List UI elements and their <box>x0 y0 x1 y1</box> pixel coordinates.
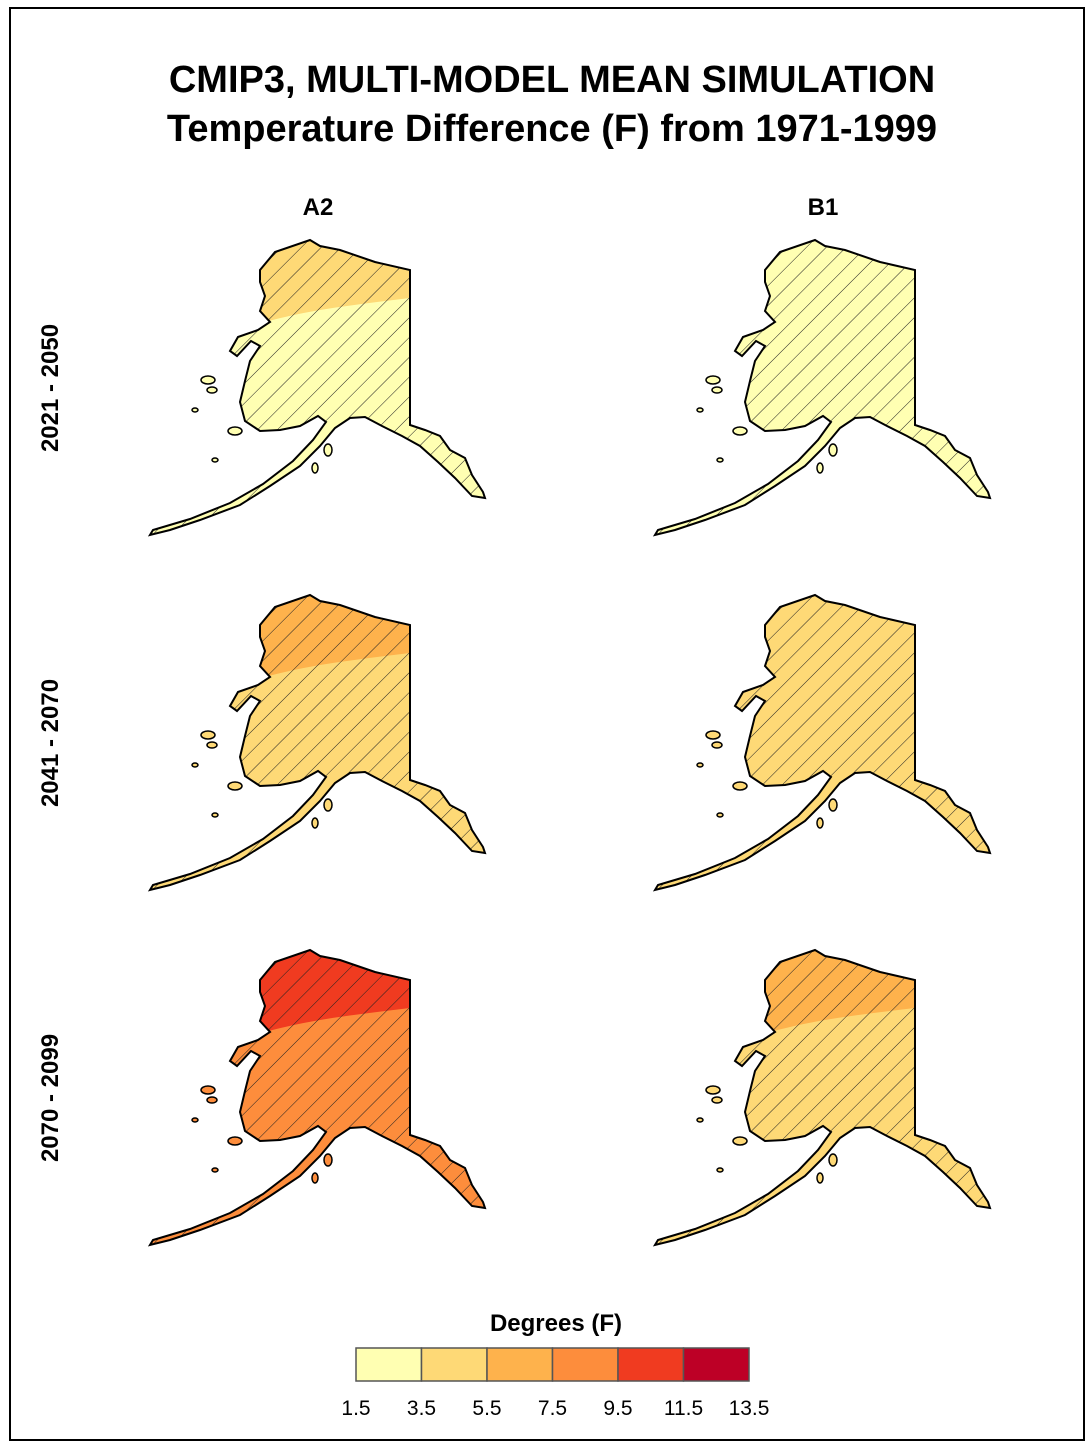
map-panel <box>147 593 487 892</box>
row-label: 2021 - 2050 <box>37 324 64 452</box>
island <box>816 1172 824 1184</box>
island <box>211 812 219 818</box>
island <box>732 1136 748 1146</box>
island <box>828 443 838 457</box>
map-fill <box>655 240 990 535</box>
title-line: Temperature Difference (F) from 1971-199… <box>167 108 937 150</box>
legend-title: Degrees (F) <box>490 1310 622 1337</box>
coastline <box>652 238 992 537</box>
island <box>732 781 748 791</box>
coastline <box>652 948 992 1247</box>
island <box>227 1136 243 1146</box>
hatch <box>655 240 990 535</box>
map-panel <box>652 238 992 537</box>
island <box>732 426 748 436</box>
map-panel <box>652 948 992 1247</box>
map-fill <box>150 240 485 535</box>
island <box>816 462 824 474</box>
island <box>200 1085 216 1095</box>
island <box>705 1085 721 1095</box>
island <box>191 407 199 413</box>
island <box>323 798 333 812</box>
island <box>696 762 704 768</box>
island <box>711 386 723 394</box>
legend-swatch <box>355 1347 423 1382</box>
map-fill <box>150 950 485 1245</box>
island <box>696 1117 704 1123</box>
island <box>206 741 218 749</box>
legend-tick-label: 9.5 <box>603 1397 632 1420</box>
legend-tick-label: 7.5 <box>538 1397 567 1420</box>
legend-swatch <box>682 1347 750 1382</box>
island <box>191 762 199 768</box>
island <box>816 817 824 829</box>
title-line: CMIP3, MULTI-MODEL MEAN SIMULATION <box>169 59 935 101</box>
island <box>211 457 219 463</box>
island <box>323 443 333 457</box>
map-panel <box>147 238 487 537</box>
map-fill <box>150 595 485 890</box>
island <box>311 817 319 829</box>
island <box>716 457 724 463</box>
map-panel <box>147 948 487 1247</box>
island <box>191 1117 199 1123</box>
coastline <box>652 593 992 892</box>
hatch <box>150 240 485 535</box>
row-label: 2070 - 2099 <box>37 1034 64 1162</box>
legend-tick-label: 11.5 <box>664 1397 703 1420</box>
coastline <box>147 593 487 892</box>
hatch <box>150 950 485 1245</box>
frame <box>9 7 1085 1441</box>
legend-swatch <box>486 1347 554 1382</box>
legend-tick-label: 1.5 <box>341 1397 370 1420</box>
row-label: 2041 - 2070 <box>37 679 64 807</box>
legend-tick-label: 13.5 <box>729 1397 770 1420</box>
hatch <box>655 595 990 890</box>
legend-tick-label: 3.5 <box>407 1397 436 1420</box>
map-grid: A2 B1 2021 - 2050 2041 - 2070 2070 - 2099 <box>37 194 992 1247</box>
coastline <box>147 238 487 537</box>
island <box>716 1167 724 1173</box>
island <box>200 730 216 740</box>
island <box>711 741 723 749</box>
island <box>705 730 721 740</box>
island <box>206 1096 218 1104</box>
island <box>311 462 319 474</box>
map-fill <box>655 950 990 1245</box>
island <box>227 426 243 436</box>
island <box>206 386 218 394</box>
hatch <box>150 595 485 890</box>
island <box>211 1167 219 1173</box>
island <box>696 407 704 413</box>
map-fill <box>655 595 990 890</box>
island <box>311 1172 319 1184</box>
island <box>705 375 721 385</box>
coastline <box>147 948 487 1247</box>
island <box>828 798 838 812</box>
legend-tick-label: 5.5 <box>472 1397 501 1420</box>
island <box>828 1153 838 1167</box>
legend-swatch <box>420 1347 488 1382</box>
legend-swatch <box>617 1347 685 1382</box>
map-panel <box>652 593 992 892</box>
hatch <box>655 950 990 1245</box>
island <box>711 1096 723 1104</box>
legend-swatch <box>551 1347 619 1382</box>
island <box>227 781 243 791</box>
island <box>716 812 724 818</box>
legend: Degrees (F) 1.5 3.5 5.5 7.5 9.5 11.5 13.5 <box>341 1310 769 1420</box>
island <box>323 1153 333 1167</box>
column-label: B1 <box>808 194 839 221</box>
island <box>200 375 216 385</box>
column-label: A2 <box>303 194 334 221</box>
